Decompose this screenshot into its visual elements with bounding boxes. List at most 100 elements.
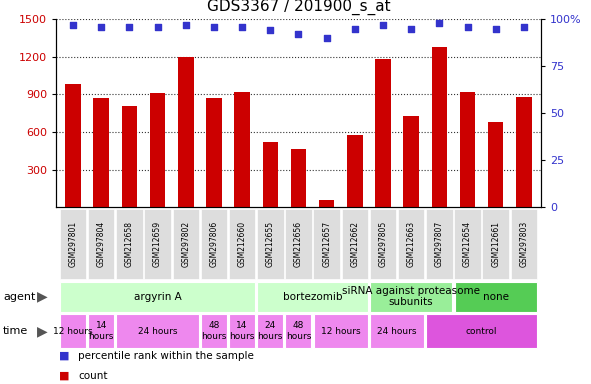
FancyBboxPatch shape [60, 281, 255, 312]
Text: GSM297803: GSM297803 [519, 221, 528, 267]
Text: 12 hours: 12 hours [321, 327, 361, 336]
Bar [206, 98, 222, 207]
Text: GSM212658: GSM212658 [125, 221, 134, 267]
FancyBboxPatch shape [314, 314, 368, 348]
FancyBboxPatch shape [454, 209, 480, 279]
Point [350, 26, 359, 32]
FancyBboxPatch shape [201, 209, 227, 279]
Text: GSM212656: GSM212656 [294, 221, 303, 267]
Bar [150, 93, 165, 207]
FancyBboxPatch shape [398, 209, 424, 279]
Bar [460, 92, 475, 207]
Point [491, 26, 501, 32]
Bar [291, 149, 306, 207]
Text: bortezomib: bortezomib [282, 291, 342, 302]
Bar [516, 97, 532, 207]
Text: ■: ■ [59, 351, 70, 361]
Bar [65, 84, 81, 207]
Point [322, 35, 332, 41]
FancyBboxPatch shape [201, 314, 227, 348]
Text: count: count [78, 371, 108, 381]
Text: 14
hours: 14 hours [89, 321, 114, 341]
FancyBboxPatch shape [342, 209, 368, 279]
FancyBboxPatch shape [454, 281, 537, 312]
Point [238, 24, 247, 30]
Text: GSM297806: GSM297806 [209, 221, 219, 267]
Text: ▶: ▶ [37, 290, 48, 304]
Point [125, 24, 134, 30]
Text: 48
hours: 48 hours [286, 321, 311, 341]
Text: GSM297804: GSM297804 [97, 221, 106, 267]
Bar [262, 142, 278, 207]
FancyBboxPatch shape [313, 209, 340, 279]
Text: GSM297807: GSM297807 [435, 221, 444, 267]
Text: GSM212661: GSM212661 [491, 221, 500, 267]
FancyBboxPatch shape [88, 314, 114, 348]
Text: GSM212662: GSM212662 [350, 221, 359, 267]
Text: argyrin A: argyrin A [134, 291, 181, 302]
FancyBboxPatch shape [88, 209, 115, 279]
Bar [122, 106, 137, 207]
FancyBboxPatch shape [482, 209, 509, 279]
Text: 24 hours: 24 hours [377, 327, 417, 336]
Text: ■: ■ [59, 371, 70, 381]
Text: percentile rank within the sample: percentile rank within the sample [78, 351, 254, 361]
Text: siRNA against proteasome
subunits: siRNA against proteasome subunits [342, 286, 480, 308]
Bar [178, 57, 193, 207]
Text: GSM297805: GSM297805 [378, 221, 388, 267]
Text: agent: agent [3, 291, 35, 302]
Text: 48
hours: 48 hours [202, 321, 226, 341]
Text: GSM212654: GSM212654 [463, 221, 472, 267]
Text: 24 hours: 24 hours [138, 327, 177, 336]
Text: GSM212663: GSM212663 [407, 221, 415, 267]
FancyBboxPatch shape [60, 314, 86, 348]
FancyBboxPatch shape [426, 314, 537, 348]
Point [265, 27, 275, 33]
FancyBboxPatch shape [116, 209, 142, 279]
Bar [347, 135, 362, 207]
Point [294, 31, 303, 37]
Text: control: control [466, 327, 498, 336]
FancyBboxPatch shape [257, 314, 283, 348]
Bar [375, 60, 391, 207]
Text: none: none [483, 291, 509, 302]
Point [463, 24, 472, 30]
Text: GSM212655: GSM212655 [266, 221, 275, 267]
FancyBboxPatch shape [173, 209, 199, 279]
Bar [431, 47, 447, 207]
Text: GSM297802: GSM297802 [181, 221, 190, 267]
Text: ▶: ▶ [37, 324, 48, 338]
FancyBboxPatch shape [144, 209, 171, 279]
Text: 14
hours: 14 hours [229, 321, 255, 341]
FancyBboxPatch shape [426, 209, 453, 279]
Text: 12 hours: 12 hours [53, 327, 93, 336]
FancyBboxPatch shape [511, 209, 537, 279]
FancyBboxPatch shape [116, 314, 199, 348]
FancyBboxPatch shape [285, 314, 311, 348]
Point [378, 22, 388, 28]
Text: 24
hours: 24 hours [258, 321, 283, 341]
Text: GSM212659: GSM212659 [153, 221, 162, 267]
Bar [235, 92, 250, 207]
Text: GSM212660: GSM212660 [238, 221, 246, 267]
Point [209, 24, 219, 30]
Text: GSM212657: GSM212657 [322, 221, 331, 267]
Text: GSM297801: GSM297801 [69, 221, 77, 267]
Point [434, 20, 444, 26]
FancyBboxPatch shape [257, 209, 284, 279]
Point [69, 22, 78, 28]
Text: time: time [3, 326, 28, 336]
FancyBboxPatch shape [370, 281, 452, 312]
FancyBboxPatch shape [60, 209, 86, 279]
Bar [488, 122, 504, 207]
FancyBboxPatch shape [257, 281, 368, 312]
Point [519, 24, 528, 30]
Point [407, 26, 416, 32]
FancyBboxPatch shape [370, 314, 424, 348]
Point [153, 24, 163, 30]
Title: GDS3367 / 201900_s_at: GDS3367 / 201900_s_at [207, 0, 390, 15]
Point [96, 24, 106, 30]
Bar [93, 98, 109, 207]
Bar [404, 116, 419, 207]
FancyBboxPatch shape [229, 209, 255, 279]
